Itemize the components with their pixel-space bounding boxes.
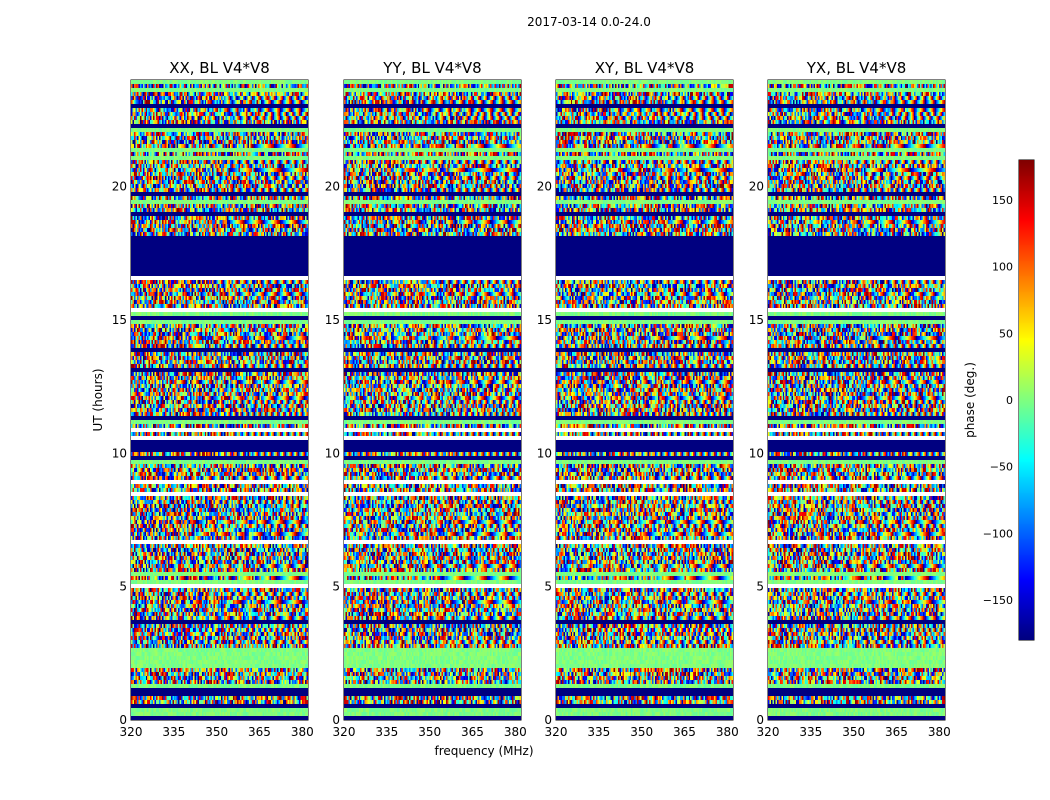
- x-tick-label: 335: [162, 725, 185, 739]
- panel-title-4: YX, BL V4*V8: [806, 59, 907, 77]
- x-tick-label: 320: [757, 725, 780, 739]
- y-tick-label: 0: [119, 713, 127, 727]
- colorbar-tick-label: −100: [983, 527, 1013, 540]
- y-tick-label: 15: [325, 313, 340, 327]
- y-tick-label: 20: [325, 180, 340, 194]
- x-tick-label: 335: [587, 725, 610, 739]
- x-axis-label: frequency (MHz): [434, 744, 533, 758]
- y-tick-label: 10: [749, 446, 764, 460]
- x-tick-label: 350: [630, 725, 653, 739]
- x-tick-label: 350: [842, 725, 865, 739]
- y-tick-label: 10: [112, 446, 127, 460]
- y-tick-label: 0: [756, 713, 764, 727]
- colorbar-tick-label: 100: [992, 261, 1013, 274]
- x-tick-label: 380: [291, 725, 314, 739]
- y-tick-label: 5: [756, 580, 764, 594]
- panel-title-2: YY, BL V4*V8: [382, 59, 481, 77]
- colorbar: [1019, 160, 1034, 640]
- x-tick-label: 350: [418, 725, 441, 739]
- y-tick-label: 20: [112, 180, 127, 194]
- x-tick-label: 320: [120, 725, 143, 739]
- x-tick-label: 365: [461, 725, 484, 739]
- x-tick-label: 380: [504, 725, 527, 739]
- heatmap-panel-4: [768, 80, 945, 720]
- y-axis-label: UT (hours): [91, 368, 105, 431]
- heatmap-panel-2: [344, 80, 521, 720]
- figure-suptitle: 2017-03-14 0.0-24.0: [527, 15, 651, 29]
- x-tick-label: 320: [333, 725, 356, 739]
- colorbar-label: phase (deg.): [963, 362, 977, 438]
- y-tick-label: 0: [544, 713, 552, 727]
- x-tick-label: 320: [545, 725, 568, 739]
- colorbar-tick-label: 150: [992, 194, 1013, 207]
- colorbar-tick-label: −50: [990, 461, 1013, 474]
- x-tick-label: 380: [716, 725, 739, 739]
- y-tick-label: 15: [112, 313, 127, 327]
- heatmap-panel-3: [556, 80, 733, 720]
- colorbar-tick-label: 50: [999, 327, 1013, 340]
- y-tick-label: 5: [332, 580, 340, 594]
- y-tick-label: 15: [749, 313, 764, 327]
- x-tick-label: 335: [799, 725, 822, 739]
- y-tick-label: 20: [537, 180, 552, 194]
- y-tick-label: 10: [537, 446, 552, 460]
- y-tick-label: 5: [544, 580, 552, 594]
- y-tick-label: 15: [537, 313, 552, 327]
- x-tick-label: 365: [885, 725, 908, 739]
- x-tick-label: 365: [248, 725, 271, 739]
- heatmap-panel-1: [131, 80, 308, 720]
- panel-title-1: XX, BL V4*V8: [169, 59, 270, 77]
- y-tick-label: 5: [119, 580, 127, 594]
- x-tick-label: 350: [205, 725, 228, 739]
- x-tick-label: 365: [673, 725, 696, 739]
- colorbar-tick-label: 0: [1006, 394, 1013, 407]
- colorbar-tick-label: −150: [983, 594, 1013, 607]
- panel-title-3: XY, BL V4*V8: [595, 59, 695, 77]
- y-tick-label: 20: [749, 180, 764, 194]
- x-tick-label: 380: [928, 725, 951, 739]
- x-tick-label: 335: [375, 725, 398, 739]
- y-tick-label: 10: [325, 446, 340, 460]
- y-tick-label: 0: [332, 713, 340, 727]
